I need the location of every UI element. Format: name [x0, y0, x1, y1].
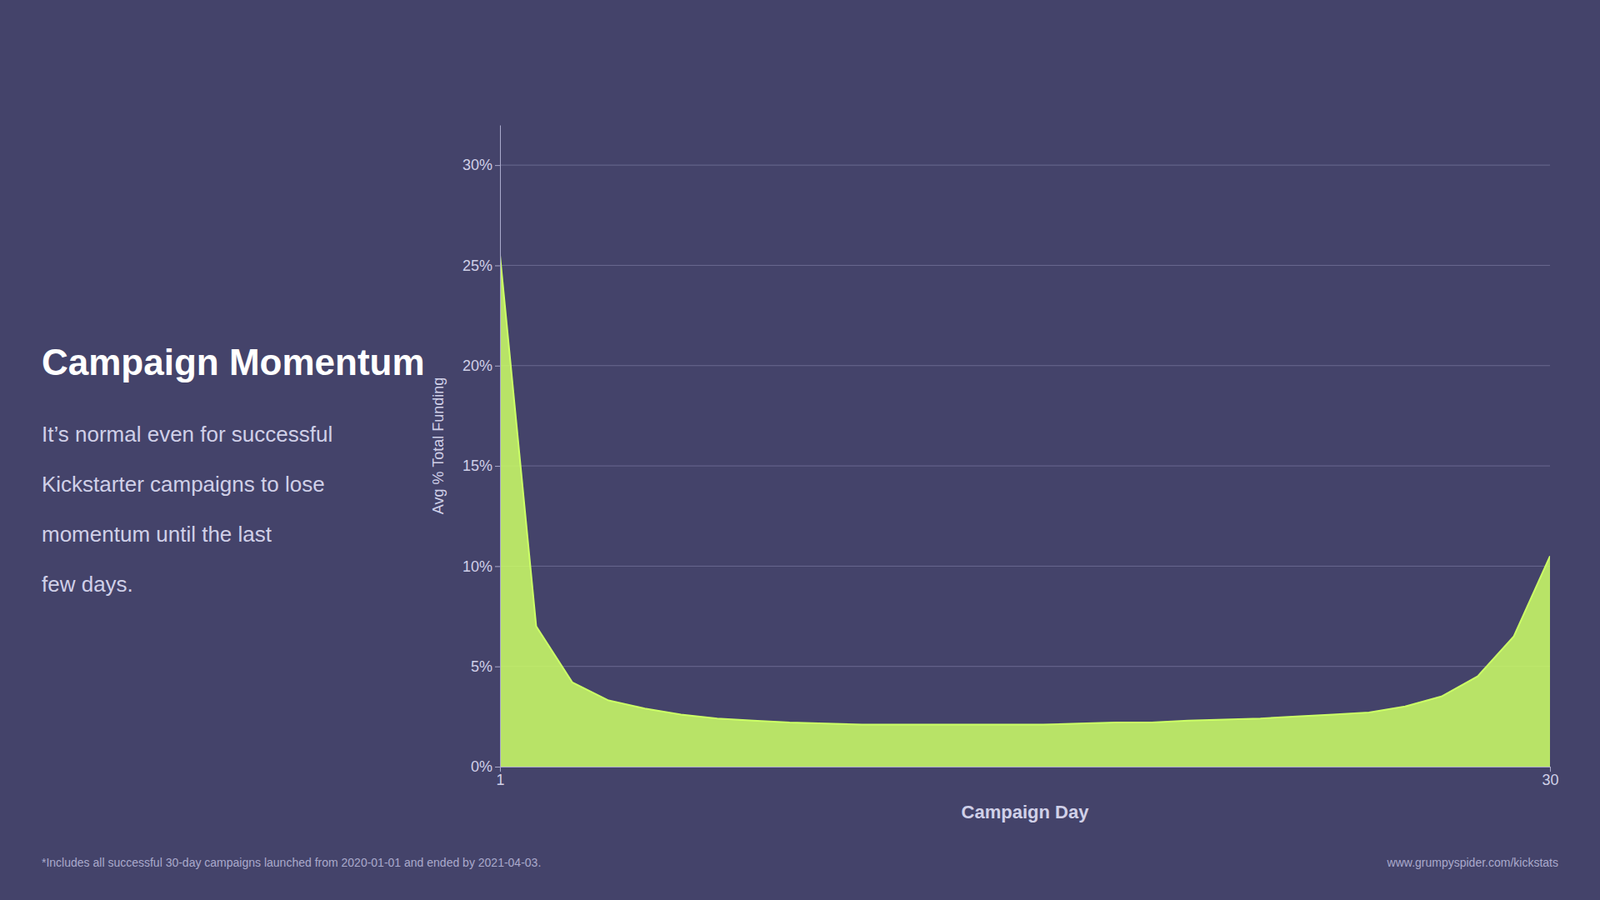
- y-tick-mark: [495, 666, 500, 668]
- grid-line: [500, 665, 1550, 667]
- y-tick: 15%: [462, 457, 500, 475]
- y-tick-label: 10%: [462, 558, 493, 575]
- x-tick: 30: [1541, 766, 1559, 789]
- area: [500, 255, 1550, 767]
- footnote: *Includes all successful 30-day campaign…: [41, 855, 541, 870]
- x-axis-line: [500, 766, 1551, 768]
- grid-line: [500, 165, 1550, 166]
- subtitle: few days.: [41, 571, 134, 597]
- x-tick-label: 30: [1541, 771, 1559, 789]
- y-tick: 10%: [462, 558, 500, 575]
- y-tick-mark: [495, 265, 500, 266]
- y-axis-title: Avg % Total Funding: [430, 377, 447, 515]
- y-tick: 5%: [470, 658, 500, 675]
- y-tick: 0%: [470, 758, 500, 775]
- grid-line: [500, 265, 1550, 266]
- y-axis-line: [500, 125, 501, 768]
- chart: 1 30 0% 5% 10% 15% 20% 25% 30% Campaign Day Avg % …: [0, 0, 1600, 900]
- grid-line: [500, 465, 1550, 467]
- plot-area: [500, 255, 1550, 767]
- y-tick-label: 20%: [462, 357, 493, 375]
- y-tick-mark: [495, 766, 500, 768]
- y-tick-label: 5%: [470, 658, 493, 675]
- grid: [500, 165, 1550, 767]
- subtitle: momentum until the last: [41, 521, 273, 547]
- x-axis: 1 30: [495, 766, 1559, 789]
- y-tick-mark: [495, 165, 500, 166]
- y-tick-label: 15%: [462, 457, 493, 475]
- subtitle: It’s normal even for successful: [41, 421, 333, 447]
- y-tick-mark: [495, 465, 500, 467]
- y-tick: 20%: [462, 357, 500, 375]
- grid-line: [500, 565, 1550, 567]
- source-link: www.grumpyspider.com/kickstats: [1386, 855, 1559, 870]
- y-tick: 30%: [462, 156, 500, 174]
- x-tick-label: 1: [495, 771, 505, 789]
- y-tick: 25%: [462, 257, 500, 275]
- y-tick-mark: [495, 365, 500, 367]
- line: [500, 255, 1550, 725]
- grid-line: [500, 365, 1550, 366]
- title: Campaign Momentum: [41, 341, 425, 383]
- y-tick-mark: [495, 565, 500, 567]
- y-tick-label: 0%: [470, 758, 493, 775]
- y-axis: 0% 5% 10% 15% 20% 25% 30%: [462, 125, 501, 776]
- background: [0, 0, 1600, 900]
- y-tick-label: 30%: [462, 156, 493, 174]
- x-tick: 1: [495, 766, 505, 789]
- y-tick-label: 25%: [462, 257, 493, 275]
- x-axis-title: Campaign Day: [961, 801, 1090, 823]
- subtitle: Kickstarter campaigns to lose: [41, 471, 325, 497]
